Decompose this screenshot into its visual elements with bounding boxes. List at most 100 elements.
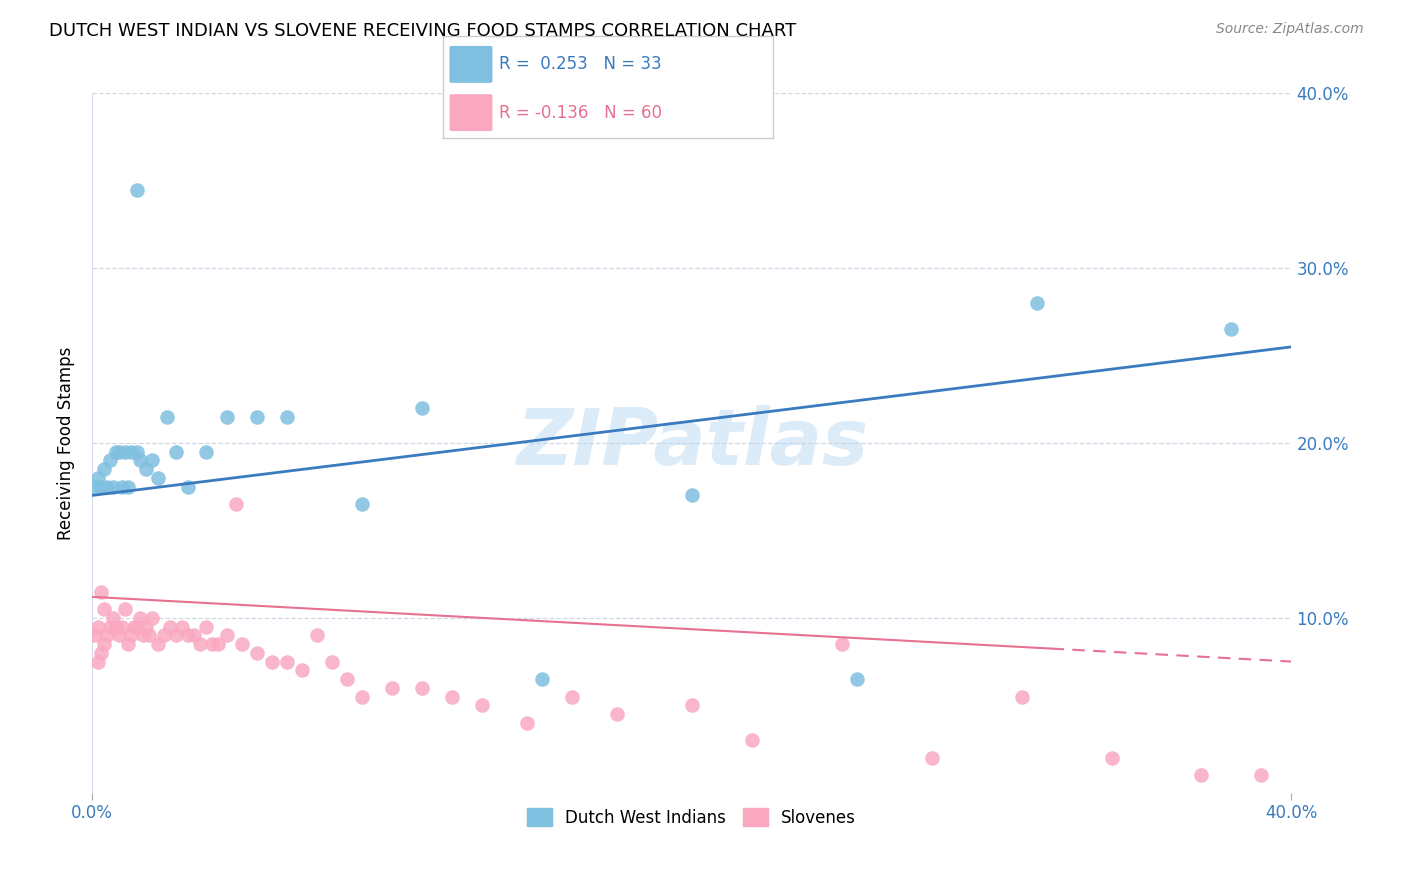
Point [921, 750, 943, 764]
Point [1011, 690, 1033, 704]
Point [141, 453, 163, 467]
Point [108, 444, 131, 458]
Point [530, 672, 553, 686]
Point [1250, 768, 1272, 782]
Point [225, 497, 247, 511]
Point [146, 471, 169, 485]
Point [471, 698, 494, 713]
Point [411, 681, 433, 695]
Point [128, 611, 150, 625]
Text: Source: ZipAtlas.com: Source: ZipAtlas.com [1216, 22, 1364, 37]
Point [177, 628, 200, 642]
Point [170, 619, 193, 633]
Point [194, 619, 217, 633]
Point [194, 444, 217, 458]
Point [83, 628, 105, 642]
Point [845, 672, 868, 686]
Legend: Dutch West Indians, Slovenes: Dutch West Indians, Slovenes [520, 802, 863, 833]
Point [207, 637, 229, 651]
Point [120, 444, 142, 458]
Point [146, 637, 169, 651]
Point [291, 663, 314, 677]
Point [83, 480, 105, 494]
Point [741, 733, 763, 747]
Point [108, 628, 131, 642]
Point [321, 655, 343, 669]
Point [350, 497, 373, 511]
Point [1025, 296, 1047, 310]
Point [125, 619, 148, 633]
Point [98, 619, 121, 633]
Point [215, 628, 238, 642]
Point [104, 619, 127, 633]
Text: DUTCH WEST INDIAN VS SLOVENE RECEIVING FOOD STAMPS CORRELATION CHART: DUTCH WEST INDIAN VS SLOVENE RECEIVING F… [49, 22, 796, 40]
Point [1101, 750, 1123, 764]
Point [188, 637, 211, 651]
Point [87, 619, 110, 633]
Point [681, 488, 703, 502]
Point [165, 628, 187, 642]
Point [104, 444, 127, 458]
Point [122, 619, 145, 633]
Point [117, 637, 139, 651]
Point [381, 681, 404, 695]
Point [135, 462, 157, 476]
Text: R =  0.253   N = 33: R = 0.253 N = 33 [499, 55, 662, 73]
Point [276, 655, 298, 669]
Point [93, 462, 115, 476]
Point [681, 698, 703, 713]
Point [101, 480, 124, 494]
Point [138, 628, 160, 642]
Point [96, 628, 118, 642]
Point [98, 453, 121, 467]
Point [336, 672, 359, 686]
Y-axis label: Receiving Food Stamps: Receiving Food Stamps [58, 346, 75, 540]
Point [87, 471, 110, 485]
Point [231, 637, 253, 651]
Point [90, 480, 112, 494]
Point [153, 628, 176, 642]
Point [606, 706, 628, 721]
Point [120, 628, 142, 642]
Point [159, 619, 181, 633]
Point [125, 444, 148, 458]
Point [96, 480, 118, 494]
Point [132, 628, 155, 642]
Point [117, 480, 139, 494]
Point [125, 182, 148, 196]
Point [411, 401, 433, 415]
Point [516, 715, 538, 730]
Point [440, 690, 463, 704]
Text: R = -0.136   N = 60: R = -0.136 N = 60 [499, 103, 662, 121]
Point [246, 409, 269, 424]
Point [215, 409, 238, 424]
Point [87, 655, 110, 669]
Point [114, 444, 136, 458]
Point [101, 611, 124, 625]
Point [111, 619, 134, 633]
Point [260, 655, 283, 669]
Point [165, 444, 187, 458]
Point [135, 619, 157, 633]
Point [90, 646, 112, 660]
Point [177, 480, 200, 494]
Point [114, 602, 136, 616]
Text: ZIPatlas: ZIPatlas [516, 405, 868, 481]
FancyBboxPatch shape [450, 46, 492, 83]
Point [201, 637, 224, 651]
Point [93, 602, 115, 616]
Point [831, 637, 853, 651]
Point [128, 453, 150, 467]
Point [350, 690, 373, 704]
Point [93, 637, 115, 651]
Point [246, 646, 269, 660]
Point [561, 690, 583, 704]
Point [183, 628, 205, 642]
FancyBboxPatch shape [450, 95, 492, 131]
Point [111, 480, 134, 494]
Point [90, 584, 112, 599]
Point [1220, 322, 1243, 336]
Point [305, 628, 328, 642]
Point [141, 611, 163, 625]
Point [1191, 768, 1213, 782]
